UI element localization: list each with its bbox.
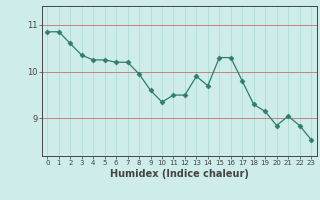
X-axis label: Humidex (Indice chaleur): Humidex (Indice chaleur): [110, 169, 249, 179]
